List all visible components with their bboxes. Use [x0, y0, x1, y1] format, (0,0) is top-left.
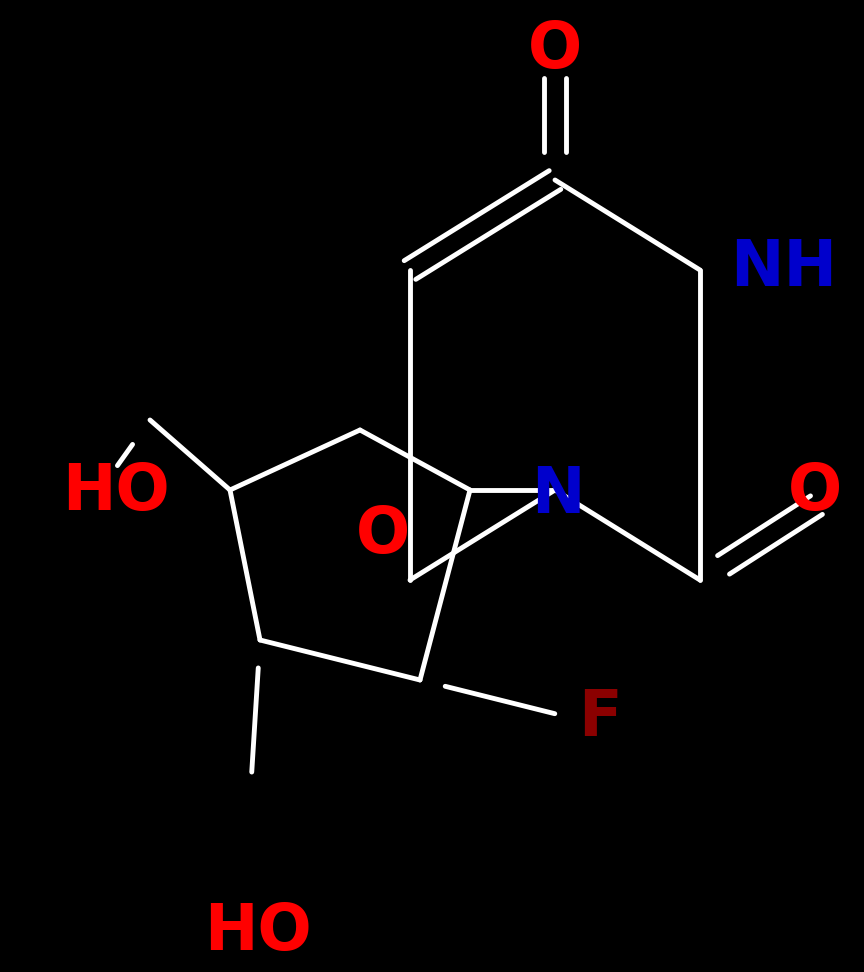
Text: HO: HO [62, 461, 169, 523]
Text: NH: NH [730, 237, 837, 299]
Text: O: O [528, 19, 582, 81]
Text: HO: HO [204, 901, 312, 963]
Text: F: F [578, 687, 622, 749]
Text: N: N [531, 464, 585, 526]
Text: O: O [788, 461, 842, 523]
Text: O: O [356, 504, 410, 566]
